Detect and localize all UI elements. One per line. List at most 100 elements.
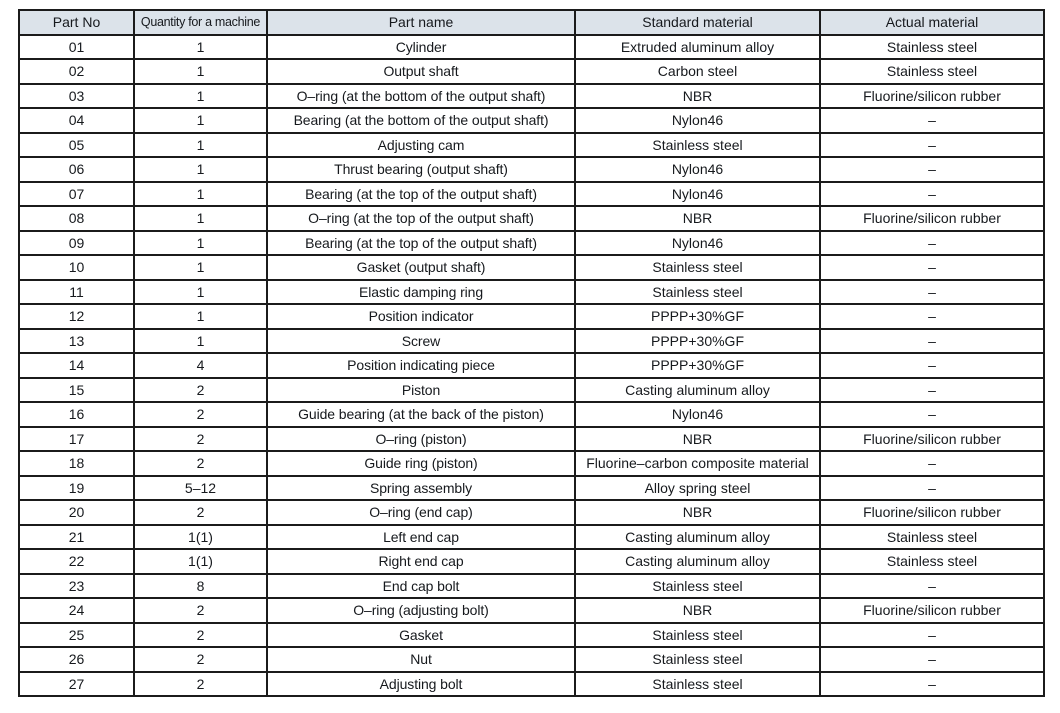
table-cell: Fluorine/silicon rubber (819, 425, 1045, 452)
table-cell: – (819, 376, 1045, 403)
table-cell: O–ring (at the bottom of the output shaf… (266, 82, 576, 109)
table-row: 14 4 Position indicating piece PPPP+30%GF – (18, 352, 1045, 379)
table-cell: Fluorine–carbon composite material (574, 450, 821, 477)
table-cell: – (819, 229, 1045, 256)
table-cell: Thrust bearing (output shaft) (266, 156, 576, 183)
table-cell: PPPP+30%GF (574, 303, 821, 330)
table-row: 05 1 Adjusting cam Stainless steel – (18, 131, 1045, 158)
table-row: 23 8 End cap bolt Stainless steel – (18, 572, 1045, 599)
table-cell: Nylon46 (574, 107, 821, 134)
table-cell: 2 (133, 450, 268, 477)
table-cell: 08 (18, 205, 135, 232)
table-cell: Nylon46 (574, 401, 821, 428)
table-cell: 01 (18, 33, 135, 60)
table-cell: Extruded aluminum alloy (574, 33, 821, 60)
table-cell: Stainless steel (574, 131, 821, 158)
table-cell: Stainless steel (574, 572, 821, 599)
column-header: Part No (18, 9, 135, 36)
table-row: 24 2 O–ring (adjusting bolt) NBR Fluorine/si… (18, 597, 1045, 624)
table-cell: 2 (133, 499, 268, 526)
table-cell: – (819, 278, 1045, 305)
table-cell: Output shaft (266, 58, 576, 85)
table-row: 22 1(1) Right end cap Casting aluminum allo… (18, 548, 1045, 575)
column-header: Quantity for a machine (133, 9, 268, 36)
table-row: 12 1 Position indicator PPPP+30%GF – (18, 303, 1045, 330)
table-cell: 13 (18, 327, 135, 354)
table-cell: – (819, 327, 1045, 354)
table-cell: 2 (133, 670, 268, 697)
table-cell: 1 (133, 58, 268, 85)
table-cell: Spring assembly (266, 474, 576, 501)
table-cell: 1 (133, 156, 268, 183)
table-cell: NBR (574, 82, 821, 109)
table-row: 09 1 Bearing (at the top of the output sha… (18, 229, 1045, 256)
table-cell: 11 (18, 278, 135, 305)
table-cell: Bearing (at the top of the output shaft) (266, 180, 576, 207)
table-cell: Bearing (at the bottom of the output sha… (266, 107, 576, 134)
table-cell: 2 (133, 621, 268, 648)
table-row: 26 2 Nut Stainless steel – (18, 646, 1045, 673)
table-cell: Carbon steel (574, 58, 821, 85)
table-cell: – (819, 107, 1045, 134)
table-cell: Guide bearing (at the back of the piston… (266, 401, 576, 428)
table-cell: 1 (133, 82, 268, 109)
table-cell: Cylinder (266, 33, 576, 60)
table-cell: – (819, 352, 1045, 379)
table-row: 16 2 Guide bearing (at the back of the pis… (18, 401, 1045, 428)
table-cell: Casting aluminum alloy (574, 548, 821, 575)
table-row: 02 1 Output shaft Carbon steel Stainless ste… (18, 58, 1045, 85)
table-cell: Screw (266, 327, 576, 354)
table-row: 11 1 Elastic damping ring Stainless steel – (18, 278, 1045, 305)
table-cell: Bearing (at the top of the output shaft) (266, 229, 576, 256)
table-cell: Left end cap (266, 523, 576, 550)
table-cell: 4 (133, 352, 268, 379)
table-cell: 27 (18, 670, 135, 697)
table-cell: Fluorine/silicon rubber (819, 597, 1045, 624)
table-cell: Fluorine/silicon rubber (819, 205, 1045, 232)
table-cell: NBR (574, 597, 821, 624)
table-cell: Alloy spring steel (574, 474, 821, 501)
table-cell: 2 (133, 597, 268, 624)
table-cell: – (819, 254, 1045, 281)
table-cell: – (819, 131, 1045, 158)
table-cell: Gasket (output shaft) (266, 254, 576, 281)
table-cell: O–ring (end cap) (266, 499, 576, 526)
table-cell: 1 (133, 180, 268, 207)
table-cell: 1 (133, 229, 268, 256)
table-cell: – (819, 401, 1045, 428)
table-cell: Position indicator (266, 303, 576, 330)
table-cell: 24 (18, 597, 135, 624)
table-cell: End cap bolt (266, 572, 576, 599)
header-row: Part No Quantity for a machine Part name St… (18, 9, 1045, 36)
table-cell: 09 (18, 229, 135, 256)
table-cell: 22 (18, 548, 135, 575)
table-cell: Stainless steel (819, 33, 1045, 60)
table-cell: 07 (18, 180, 135, 207)
table-cell: Position indicating piece (266, 352, 576, 379)
table-cell: Nylon46 (574, 180, 821, 207)
table-row: 06 1 Thrust bearing (output shaft) Nylon46– (18, 156, 1045, 183)
table-cell: 18 (18, 450, 135, 477)
table-cell: NBR (574, 205, 821, 232)
table-cell: 1 (133, 327, 268, 354)
table-cell: 21 (18, 523, 135, 550)
table-cell: 1(1) (133, 548, 268, 575)
table-cell: – (819, 180, 1045, 207)
table-cell: 2 (133, 646, 268, 673)
table-row: 13 1 Screw PPPP+30%GF – (18, 327, 1045, 354)
table-cell: Fluorine/silicon rubber (819, 499, 1045, 526)
column-header: Standard material (574, 9, 821, 36)
table-cell: Adjusting cam (266, 131, 576, 158)
table-cell: 1 (133, 303, 268, 330)
table-cell: NBR (574, 499, 821, 526)
table-cell: Nylon46 (574, 229, 821, 256)
table-cell: – (819, 670, 1045, 697)
table-cell: Stainless steel (574, 670, 821, 697)
table-cell: Nylon46 (574, 156, 821, 183)
table-cell: 25 (18, 621, 135, 648)
table-row: 18 2 Guide ring (piston) Fluorine–carbon co… (18, 450, 1045, 477)
table-body: 01 1 Cylinder Extruded aluminum alloy Stainl… (18, 33, 1045, 697)
table-cell: O–ring (piston) (266, 425, 576, 452)
table-cell: – (819, 450, 1045, 477)
